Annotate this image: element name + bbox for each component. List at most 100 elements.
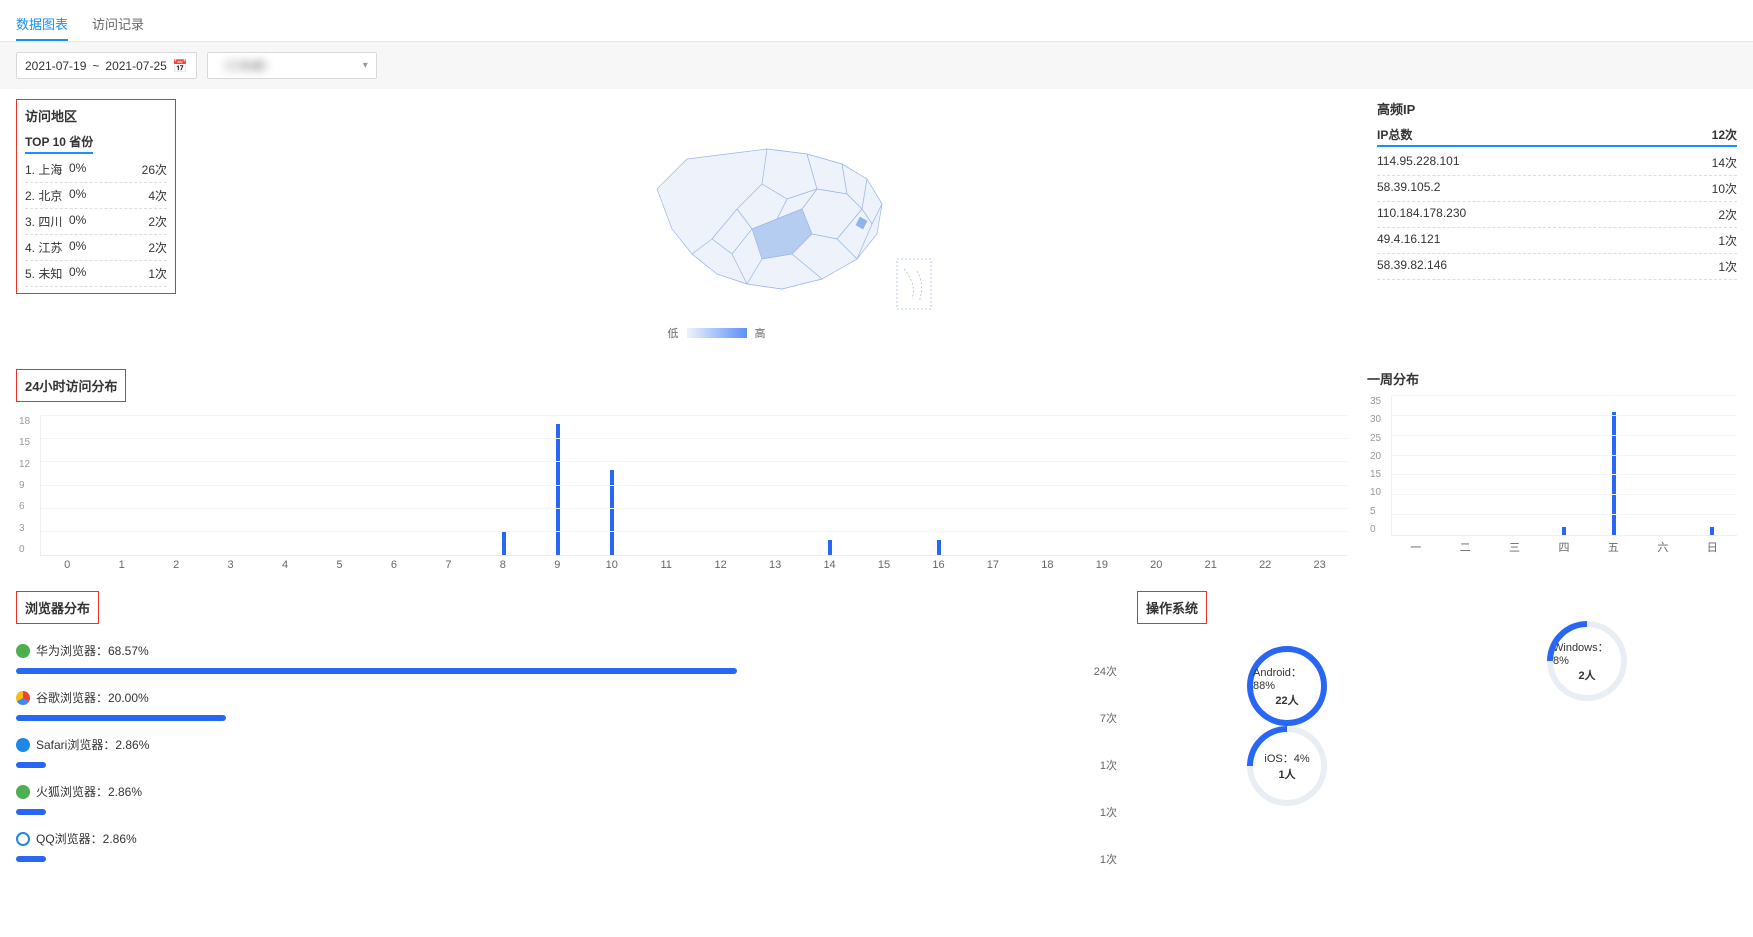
os-donut[interactable]: iOS：4% 1人	[1247, 726, 1327, 806]
bar-col[interactable]	[1238, 416, 1292, 555]
bar-col[interactable]	[1021, 416, 1075, 555]
tab-charts[interactable]: 数据图表	[16, 8, 68, 41]
bar-col[interactable]	[1075, 416, 1129, 555]
region-subtitle: TOP 10 省份	[25, 133, 93, 154]
bar-label: 三	[1490, 536, 1539, 555]
browser-label: QQ浏览器：2.86%	[36, 830, 137, 847]
weekly-chart: 一周分布 05101520253035 一二三四五六日	[1367, 369, 1737, 571]
date-to: 2021-07-25	[105, 59, 166, 73]
map-legend: 低 高	[668, 325, 766, 341]
bar-col[interactable]	[966, 416, 1020, 555]
province-row: 5. 未知0%1次	[25, 261, 167, 287]
bar-label: 20	[1129, 556, 1183, 571]
bar-label: 12	[693, 556, 747, 571]
bar-label: 6	[367, 556, 421, 571]
bar-col[interactable]	[585, 416, 639, 555]
date-range-picker[interactable]: 2021-07-19 ~ 2021-07-25 📅	[16, 52, 197, 79]
browser-label: 华为浏览器：68.57%	[36, 642, 149, 659]
browser-count: 1次	[1067, 804, 1117, 820]
ip-panel: 高频IP IP总数 12次 114.95.228.10114次58.39.105…	[1377, 99, 1737, 341]
bar-col[interactable]	[41, 416, 95, 555]
bar-col[interactable]	[748, 416, 802, 555]
os-donut[interactable]: Windows：8% 2人	[1547, 621, 1627, 701]
bar-label: 14	[802, 556, 856, 571]
bar	[1612, 412, 1616, 535]
date-from: 2021-07-19	[25, 59, 86, 73]
province-row: 1. 上海0%26次	[25, 157, 167, 183]
chevron-down-icon: ▾	[363, 60, 368, 71]
browser-bar	[16, 668, 737, 674]
region-title: 访问地区	[25, 106, 167, 125]
browser-item: 华为浏览器：68.57% 24次	[16, 642, 1117, 679]
hourly-chart: 24小时访问分布 0369121518 01234567891011121314…	[16, 369, 1347, 571]
browser-title: 浏览器分布	[16, 591, 99, 624]
bar-col[interactable]	[422, 416, 476, 555]
bar-col[interactable]	[95, 416, 149, 555]
browser-item: Safari浏览器：2.86% 1次	[16, 736, 1117, 773]
bar-label: 11	[639, 556, 693, 571]
bar-col[interactable]	[803, 416, 857, 555]
bar-col[interactable]	[368, 416, 422, 555]
bar-label: 8	[476, 556, 530, 571]
province-row: 4. 江苏0%2次	[25, 235, 167, 261]
ip-row: 58.39.105.210次	[1377, 176, 1737, 202]
browser-count: 1次	[1067, 757, 1117, 773]
os-panel: 操作系统 Android：88% 22人 iOS：4% 1人 Windows：8…	[1137, 591, 1737, 871]
browser-count: 24次	[1067, 663, 1117, 679]
browser-count: 7次	[1067, 710, 1117, 726]
browser-label: 火狐浏览器：2.86%	[36, 783, 142, 800]
bar-col[interactable]	[204, 416, 258, 555]
bar-col[interactable]	[531, 416, 585, 555]
browser-bar	[16, 715, 226, 721]
bar-label: 19	[1075, 556, 1129, 571]
bar	[556, 424, 560, 555]
bar-col[interactable]	[259, 416, 313, 555]
os-name: Android：88%	[1253, 664, 1321, 692]
china-map[interactable]	[617, 99, 937, 319]
bar-label: 5	[312, 556, 366, 571]
browser-item: 火狐浏览器：2.86% 1次	[16, 783, 1117, 820]
bar-label: 四	[1539, 536, 1588, 555]
ip-title: 高频IP	[1377, 99, 1737, 118]
region-panel: 访问地区 TOP 10 省份 1. 上海0%26次2. 北京0%4次3. 四川0…	[16, 99, 176, 294]
legend-gradient-bar	[687, 328, 747, 338]
browser-panel: 浏览器分布 华为浏览器：68.57% 24次 谷歌浏览器：20.00% 7次 S…	[16, 591, 1117, 871]
select-value: （已隐藏）	[216, 57, 276, 74]
ip-row: 49.4.16.1211次	[1377, 228, 1737, 254]
hourly-title: 24小时访问分布	[16, 369, 126, 402]
bar-label: 22	[1238, 556, 1292, 571]
bar-col[interactable]	[694, 416, 748, 555]
bar-label: 日	[1688, 536, 1737, 555]
toolbar: 2021-07-19 ~ 2021-07-25 📅 （已隐藏） ▾	[0, 42, 1753, 89]
bar-label: 13	[748, 556, 802, 571]
bar	[502, 532, 506, 555]
ip-row: 114.95.228.10114次	[1377, 150, 1737, 176]
site-select[interactable]: （已隐藏） ▾	[207, 52, 377, 79]
weekly-title: 一周分布	[1367, 369, 1737, 388]
bar-label: 五	[1589, 536, 1638, 555]
bar	[828, 540, 832, 555]
os-donut[interactable]: Android：88% 22人	[1247, 646, 1327, 726]
browser-item: QQ浏览器：2.86% 1次	[16, 830, 1117, 867]
browser-count: 1次	[1067, 851, 1117, 867]
bar-col[interactable]	[1129, 416, 1183, 555]
bar-col[interactable]	[912, 416, 966, 555]
tab-logs[interactable]: 访问记录	[92, 8, 144, 41]
bar-label: 4	[258, 556, 312, 571]
browser-bar	[16, 856, 46, 862]
bar-col[interactable]	[150, 416, 204, 555]
bar-col[interactable]	[313, 416, 367, 555]
bar-col[interactable]	[857, 416, 911, 555]
os-sub: 22人	[1275, 692, 1298, 708]
bar-col[interactable]	[1184, 416, 1238, 555]
bar-col[interactable]	[1293, 416, 1347, 555]
bar-label: 二	[1440, 536, 1489, 555]
bar-label: 16	[911, 556, 965, 571]
bar-label: 10	[585, 556, 639, 571]
date-sep: ~	[92, 59, 99, 73]
os-title: 操作系统	[1137, 591, 1207, 624]
bar-col[interactable]	[640, 416, 694, 555]
bar-label: 7	[421, 556, 475, 571]
bar-label: 3	[203, 556, 257, 571]
bar-col[interactable]	[476, 416, 530, 555]
